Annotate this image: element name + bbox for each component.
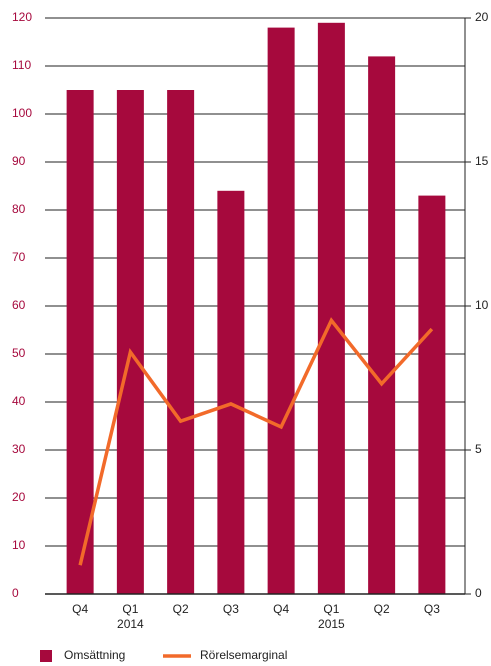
y-tick-label: 80 — [12, 202, 26, 216]
y-tick-label: 20 — [12, 490, 26, 504]
bar — [167, 90, 195, 594]
bar — [66, 90, 94, 594]
y2-tick-label: 10 — [475, 298, 489, 312]
x-tick-label: Q1 — [323, 602, 339, 616]
y2-tick-label: 0 — [475, 586, 482, 600]
y-tick-label: 110 — [12, 58, 31, 72]
x-tick-label: Q4 — [273, 602, 289, 616]
legend-label: Omsättning — [64, 648, 125, 662]
y2-tick-label: 5 — [475, 442, 482, 456]
y-tick-label: 30 — [12, 442, 26, 456]
x-tick-label: Q3 — [424, 602, 440, 616]
bar — [267, 27, 295, 595]
bar — [418, 195, 446, 594]
y-tick-label: 10 — [12, 538, 26, 552]
x-tick-label: Q4 — [72, 602, 88, 616]
bar — [317, 22, 345, 595]
legend-label: Rörelsemarginal — [200, 648, 287, 662]
y-tick-label: 50 — [12, 346, 26, 360]
y2-tick-label: 20 — [475, 10, 489, 24]
bar — [217, 190, 245, 595]
legend-swatch — [40, 650, 52, 662]
y-tick-label: 100 — [12, 106, 32, 120]
x-tick-label: Q1 — [122, 602, 138, 616]
y-tick-label: 70 — [12, 250, 26, 264]
y-tick-label: 0 — [12, 586, 19, 600]
x-tick-label: Q2 — [173, 602, 189, 616]
x-tick-label: Q2 — [374, 602, 390, 616]
bar — [116, 90, 144, 594]
y2-tick-label: 15 — [475, 154, 489, 168]
y-tick-label: 40 — [12, 394, 26, 408]
bar — [368, 56, 396, 594]
x-tick-label: Q3 — [223, 602, 239, 616]
x-year-label: 2014 — [117, 617, 144, 631]
line — [78, 317, 434, 566]
y-tick-label: 60 — [12, 298, 26, 312]
y-tick-label: 120 — [12, 10, 32, 24]
x-year-label: 2015 — [318, 617, 345, 631]
y-tick-label: 90 — [12, 154, 26, 168]
